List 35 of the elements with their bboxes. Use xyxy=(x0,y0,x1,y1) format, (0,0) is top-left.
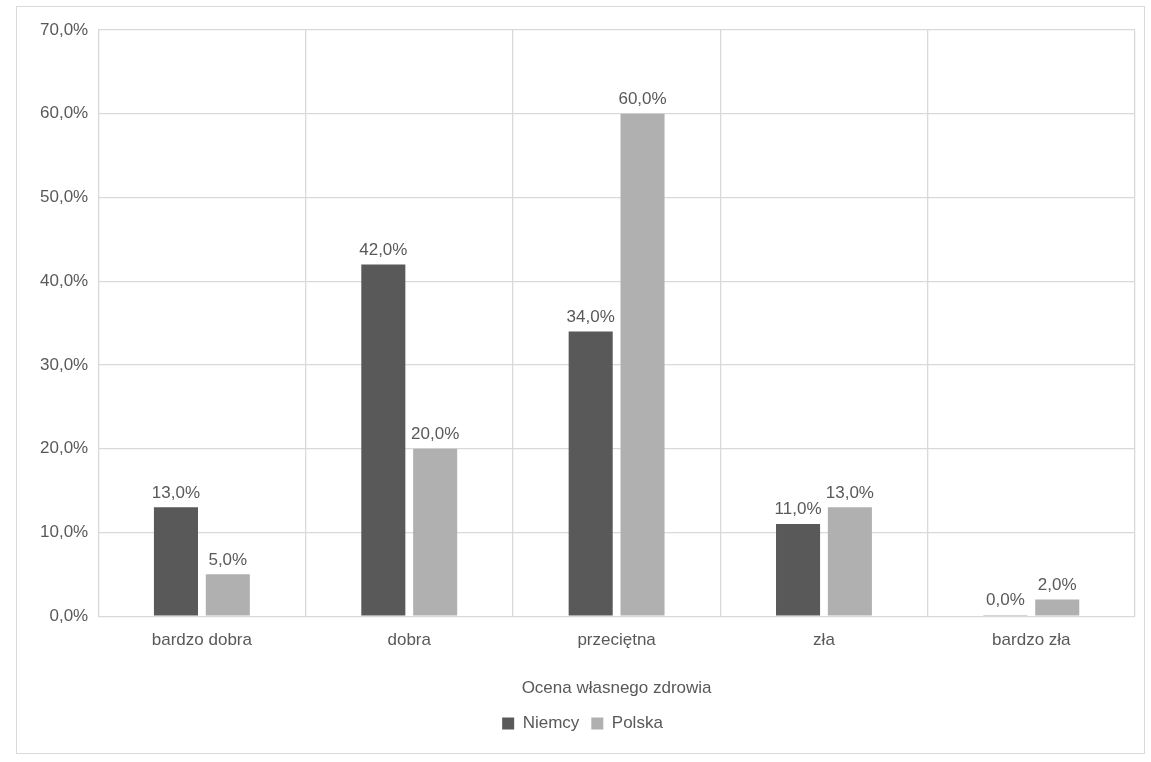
data-label: 0,0% xyxy=(986,590,1025,610)
x-tick-label: bardzo dobra xyxy=(151,630,253,650)
y-tick-label: 40,0% xyxy=(40,270,89,290)
bar xyxy=(205,574,250,616)
data-label: 34,0% xyxy=(566,306,615,326)
bar xyxy=(1035,599,1080,616)
bar xyxy=(620,113,665,616)
data-label: 13,0% xyxy=(151,482,201,502)
data-label: 60,0% xyxy=(618,88,667,108)
data-label: 5,0% xyxy=(208,549,248,569)
data-label: 11,0% xyxy=(774,499,822,519)
bar xyxy=(827,507,872,616)
y-tick-label: 60,0% xyxy=(40,103,89,123)
data-label: 2,0% xyxy=(1037,574,1077,594)
y-tick-label: 70,0% xyxy=(40,19,89,39)
y-tick-label: 30,0% xyxy=(40,354,89,374)
x-tick-label: bardzo zła xyxy=(992,630,1072,650)
x-tick-label: dobra xyxy=(387,630,432,650)
y-tick-label: 10,0% xyxy=(40,522,89,542)
data-label: 42,0% xyxy=(359,239,408,259)
x-axis-title: Ocena własnego zdrowia xyxy=(521,678,713,698)
bar xyxy=(568,331,613,616)
y-tick-label: 0,0% xyxy=(49,605,89,625)
y-tick-label: 50,0% xyxy=(40,187,89,207)
bar xyxy=(776,524,821,616)
data-label: 13,0% xyxy=(825,482,874,502)
bar xyxy=(153,507,198,616)
bar xyxy=(413,448,458,616)
data-label: 20,0% xyxy=(411,423,460,443)
x-tick-label: przeciętna xyxy=(577,630,657,650)
bar xyxy=(361,264,406,616)
legend-label: Polska xyxy=(611,713,664,733)
legend-label: Niemcy xyxy=(522,713,580,733)
x-tick-label: zła xyxy=(813,630,836,650)
y-tick-label: 20,0% xyxy=(40,438,89,458)
